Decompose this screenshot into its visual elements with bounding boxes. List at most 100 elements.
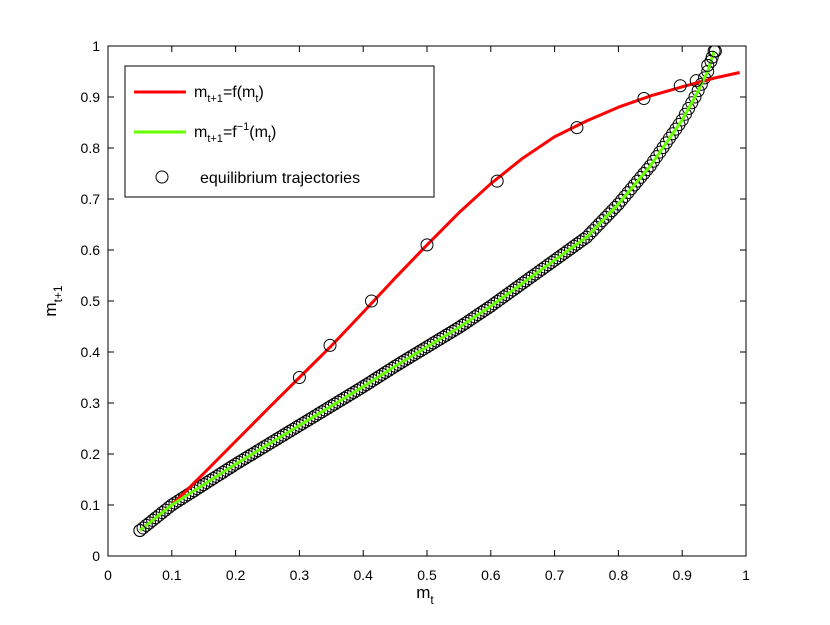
trajectory-marker-dense [471,308,485,322]
equilibrium-marker [705,50,719,64]
trajectory-marker-dense [503,285,517,299]
trajectory-marker-dense [615,193,629,207]
legend-label-eq: equilibrium trajectories [200,170,360,187]
trajectory-marker-dense [516,276,530,290]
trajectory-marker-dense [672,118,686,132]
legend-label-f: mt+1=f(mt) [194,84,264,105]
trajectory-marker-dense [350,384,364,398]
trajectory-marker-dense [206,471,220,485]
trajectory-marker-dense [646,154,660,168]
trajectory-marker-dense [433,332,447,346]
trajectory-marker-dense [407,348,421,362]
trajectory-marker-dense [548,253,562,267]
trajectory-marker-dense [296,417,310,431]
trajectory-marker-dense [490,295,504,309]
trajectory-marker-dense [302,413,316,427]
trajectory-marker-dense [560,244,574,258]
trajectory-marker-dense [391,357,405,371]
trajectory-marker-dense [420,340,434,354]
trajectory-marker-dense [666,127,680,141]
trajectory-marker-dense [286,422,300,436]
x-axis-label-sub: t [430,593,434,607]
trajectory-marker-dense [203,474,217,488]
trajectory-marker-dense [219,463,233,477]
trajectory-marker-dense [436,330,450,344]
trajectory-marker-dense [165,498,179,512]
trajectory-marker-dense [359,378,373,392]
x-tick-label: 0.9 [672,567,692,583]
y-tick-label: 0 [92,548,100,564]
trajectory-marker-dense [634,170,648,184]
equilibrium-marker [708,46,722,58]
trajectory-marker-dense [270,432,284,446]
trajectory-marker-dense [273,430,287,444]
y-tick-label: 0.2 [81,446,101,462]
trajectory-marker-dense [312,407,326,421]
trajectory-marker-dense [337,391,351,405]
trajectory-marker-dense [439,328,453,342]
y-axis-label-sub: t+1 [51,285,65,302]
trajectory-marker-dense [656,140,670,154]
trajectory-marker-dense [264,436,278,450]
trajectory-marker-dense [468,310,482,324]
trajectory-marker-dense [477,303,491,317]
trajectory-marker-dense [573,235,587,249]
y-tick-label: 0.4 [81,344,101,360]
trajectory-marker-dense [500,288,514,302]
trajectory-marker-dense [564,242,578,256]
trajectory-marker-dense [627,178,641,192]
trajectory-marker-dense [487,297,501,311]
trajectory-marker-dense [283,424,297,438]
x-tick-label: 0.2 [226,567,246,583]
equilibrium-marker [420,238,434,252]
trajectory-marker-dense [394,355,408,369]
trajectory-marker-dense [688,90,702,104]
y-tick-label: 0.3 [81,395,101,411]
trajectory-marker-dense [484,299,498,313]
x-axis-label-base: m [416,583,430,602]
trajectory-marker-dense [229,457,243,471]
y-tick-label: 0.5 [81,293,101,309]
trajectory-marker-dense [621,186,635,200]
x-tick-label: 1 [742,567,750,583]
trajectory-marker-dense [385,361,399,375]
trajectory-marker-dense [410,346,424,360]
trajectory-marker-dense [197,478,211,492]
trajectory-marker-dense [388,359,402,373]
trajectory-marker-dense [643,159,657,173]
trajectory-marker-dense [299,415,313,429]
series-line-finv [138,50,716,532]
trajectory-marker-dense [525,269,539,283]
trajectory-marker-dense [209,469,223,483]
trajectory-marker-dense [248,446,262,460]
trajectory-marker-dense [567,239,581,253]
trajectory-marker-dense [190,482,204,496]
trajectory-marker-dense [497,290,511,304]
trajectory-marker-dense [426,336,440,350]
x-tick-label: 0 [104,567,112,583]
trajectory-marker-dense [691,84,705,98]
trajectory-marker-dense [528,267,542,281]
trajectory-marker-dense [292,418,306,432]
trajectory-marker-dense [506,283,520,297]
trajectory-marker-dense [200,476,214,490]
x-axis-label: mt [416,583,434,607]
trajectory-marker-dense [327,397,341,411]
trajectory-marker-dense [446,324,460,338]
trajectory-marker-dense [452,321,466,335]
trajectory-marker-dense [280,426,294,440]
trajectory-marker-dense [347,385,361,399]
trajectory-marker-dense [662,131,676,145]
trajectory-marker-dense [356,380,370,394]
trajectory-marker-dense [318,403,332,417]
trajectory-marker-dense [538,260,552,274]
trajectory-marker-dense [315,405,329,419]
trajectory-marker-dense [465,312,479,326]
equilibrium-marker [673,79,687,93]
trajectory-marker-dense [449,322,463,336]
equilibrium-marker [490,174,504,188]
trajectory-marker-dense [225,459,239,473]
trajectory-marker-dense [659,136,673,150]
x-tick-label: 0.1 [162,567,182,583]
trajectory-marker-dense [551,251,565,265]
